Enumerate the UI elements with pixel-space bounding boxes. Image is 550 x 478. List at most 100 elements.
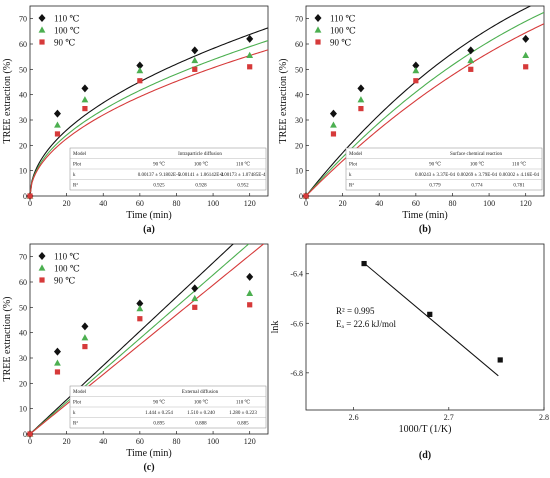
- y-tick-label: 0: [23, 430, 27, 439]
- table-col-header: 110 ℃: [236, 162, 251, 168]
- y-tick-label: 20: [295, 141, 303, 150]
- legend-marker: [38, 26, 46, 33]
- y-tick-label: 60: [295, 40, 303, 49]
- table-col-header: 110 ℃: [236, 400, 251, 406]
- y-tick-label: 70: [295, 15, 303, 24]
- x-tick-label: 20: [63, 199, 71, 208]
- data-point: [357, 84, 365, 93]
- x-tick-label: 0: [28, 199, 32, 208]
- data-point: [303, 193, 309, 199]
- table-cell-k: 0.00173 ± 1.07485E-4: [221, 173, 266, 178]
- x-axis-label: Time (min): [126, 210, 171, 221]
- y-axis-label: TREE extraction (%): [2, 59, 13, 144]
- plot-frame: [29, 243, 269, 435]
- series-2: [303, 64, 529, 199]
- fit-table: Model Plot k R² Intraparticle diffusion 90 ℃ 1…: [69, 147, 267, 191]
- legend-marker: [39, 277, 45, 283]
- y-tick-label: 50: [19, 65, 27, 74]
- x-tick-label: 60: [412, 199, 420, 208]
- legend-marker: [314, 26, 322, 33]
- legend-marker: [315, 39, 321, 45]
- table-cell-k: 1.510 ± 0.240: [187, 411, 215, 416]
- data-point: [246, 51, 254, 58]
- data-point: [246, 272, 254, 281]
- panel-label: (c): [143, 462, 154, 473]
- table-cell-k: 0.00269 ± 3.79E-04: [457, 173, 497, 178]
- x-tick-label: 100: [207, 199, 219, 208]
- x-tick-label: 120: [244, 199, 256, 208]
- data-point: [192, 304, 198, 310]
- data-point: [358, 106, 364, 112]
- data-point: [522, 34, 530, 43]
- plot-frame: [29, 5, 269, 197]
- legend-label: 110 ℃: [54, 14, 79, 24]
- x-axis-label: 1000/T (1/K): [399, 424, 452, 435]
- panel-d: 2.6 2.7 2.8 -6.8 -6.6 -6.4 1000/T (1/K) lnk (d) R…: [270, 243, 549, 461]
- fit-curves: [30, 27, 268, 196]
- regression-line: [363, 262, 499, 377]
- table-row-header: Plot: [73, 401, 82, 406]
- data-point: [247, 302, 253, 308]
- data-point: [192, 66, 198, 72]
- table-col-header: 100 ℃: [470, 162, 485, 168]
- table-title: Intraparticle diffusion: [178, 152, 222, 157]
- legend-label: 110 ℃: [330, 14, 355, 24]
- table-row-header: R²: [73, 183, 78, 189]
- table-cell-k: 1.444 ± 0.254: [145, 411, 173, 416]
- x-tick-label: 60: [136, 437, 144, 446]
- table-title: External diffusion: [182, 390, 219, 395]
- table-col-header: 90 ℃: [429, 162, 441, 168]
- table-cell-r2: 0.925: [153, 184, 165, 189]
- data-point: [427, 311, 433, 317]
- y-tick-label: 30: [19, 116, 27, 125]
- x-tick-label: 100: [207, 437, 219, 446]
- y-tick-label: 40: [19, 329, 27, 338]
- data-point: [54, 369, 61, 375]
- fit-curve: [30, 49, 268, 196]
- annotation: Eₐ = 22.6 kJ/mol: [336, 319, 397, 329]
- y-tick-label: 10: [19, 405, 27, 414]
- data-point: [497, 357, 503, 363]
- legend: 110 ℃ 100 ℃ 90 ℃: [314, 14, 356, 48]
- legend: 110 ℃ 100 ℃ 90 ℃: [38, 252, 80, 286]
- data-point: [191, 294, 199, 302]
- data-point: [467, 56, 475, 64]
- table-row-header: Model: [73, 390, 87, 395]
- series-2: [27, 302, 253, 437]
- y-tick-label: 50: [295, 65, 303, 74]
- table-cell-r2: 0.779: [429, 184, 441, 189]
- fit-curve: [306, 6, 532, 196]
- legend-label: 100 ℃: [54, 264, 80, 274]
- y-tick-label: 10: [295, 167, 303, 176]
- data-point: [136, 61, 144, 70]
- data-point: [412, 61, 420, 70]
- x-tick-label: 20: [339, 199, 347, 208]
- legend-marker: [38, 252, 46, 260]
- data-point: [54, 121, 61, 128]
- data-point: [137, 316, 143, 322]
- table-col-header: 110 ℃: [512, 162, 527, 168]
- table-title: Surface chemical reaction: [450, 152, 502, 157]
- data-point: [413, 78, 419, 84]
- table-cell-k: 0.00243 ± 3.37E-04: [415, 173, 455, 178]
- legend-marker: [39, 39, 45, 45]
- x-tick-label: 2.8: [539, 413, 549, 422]
- panel-label: (d): [419, 450, 431, 461]
- fit-curves: [306, 6, 544, 196]
- data-point: [467, 46, 475, 55]
- x-tick-label: 20: [63, 437, 71, 446]
- table-col-header: 100 ℃: [194, 400, 209, 406]
- table-cell-r2: 0.952: [237, 184, 249, 189]
- table-cell-r2: 0.774: [471, 184, 483, 189]
- legend-marker: [38, 264, 46, 271]
- y-tick-label: 30: [295, 116, 303, 125]
- fit-curve: [30, 244, 265, 434]
- plot-frame: [305, 243, 545, 411]
- data-point: [136, 299, 144, 308]
- table-row-header: Plot: [73, 163, 82, 168]
- x-tick-label: 40: [375, 199, 383, 208]
- panel-label: (b): [419, 224, 431, 235]
- table-row-header: Model: [73, 152, 87, 157]
- data-point: [136, 305, 144, 312]
